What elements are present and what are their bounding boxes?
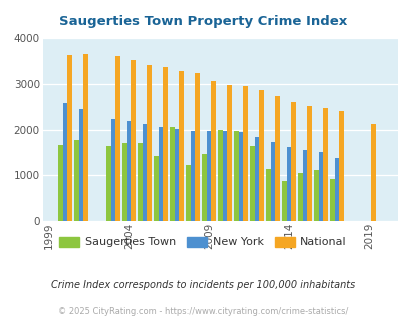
Bar: [143, 124, 147, 221]
Legend: Saugerties Town, New York, National: Saugerties Town, New York, National: [55, 232, 350, 252]
Bar: [238, 132, 243, 221]
Bar: [147, 65, 151, 221]
Bar: [250, 146, 254, 221]
Bar: [313, 170, 318, 221]
Bar: [281, 181, 286, 221]
Bar: [83, 53, 87, 221]
Bar: [334, 158, 339, 221]
Bar: [175, 129, 179, 221]
Bar: [170, 127, 175, 221]
Bar: [302, 150, 307, 221]
Text: Crime Index corresponds to incidents per 100,000 inhabitants: Crime Index corresponds to incidents per…: [51, 280, 354, 290]
Bar: [158, 127, 163, 221]
Bar: [227, 85, 231, 221]
Bar: [206, 131, 211, 221]
Bar: [131, 60, 135, 221]
Bar: [106, 146, 111, 221]
Bar: [291, 102, 295, 221]
Bar: [286, 147, 291, 221]
Bar: [111, 119, 115, 221]
Bar: [154, 156, 158, 221]
Text: © 2025 CityRating.com - https://www.cityrating.com/crime-statistics/: © 2025 CityRating.com - https://www.city…: [58, 307, 347, 316]
Bar: [298, 173, 302, 221]
Bar: [211, 82, 215, 221]
Bar: [63, 103, 67, 221]
Bar: [270, 142, 275, 221]
Bar: [202, 154, 206, 221]
Bar: [371, 124, 375, 221]
Bar: [339, 111, 343, 221]
Bar: [195, 73, 199, 221]
Bar: [163, 67, 167, 221]
Bar: [190, 131, 195, 221]
Bar: [266, 169, 270, 221]
Bar: [318, 151, 322, 221]
Bar: [330, 179, 334, 221]
Bar: [218, 129, 222, 221]
Bar: [122, 143, 126, 221]
Bar: [322, 108, 327, 221]
Bar: [115, 56, 119, 221]
Bar: [138, 143, 143, 221]
Bar: [275, 96, 279, 221]
Bar: [259, 90, 263, 221]
Text: Saugerties Town Property Crime Index: Saugerties Town Property Crime Index: [59, 15, 346, 28]
Bar: [58, 145, 63, 221]
Bar: [67, 55, 72, 221]
Bar: [234, 131, 238, 221]
Bar: [243, 86, 247, 221]
Bar: [186, 165, 190, 221]
Bar: [254, 137, 259, 221]
Bar: [126, 121, 131, 221]
Bar: [179, 71, 183, 221]
Bar: [74, 140, 79, 221]
Bar: [79, 109, 83, 221]
Bar: [307, 106, 311, 221]
Bar: [222, 131, 227, 221]
